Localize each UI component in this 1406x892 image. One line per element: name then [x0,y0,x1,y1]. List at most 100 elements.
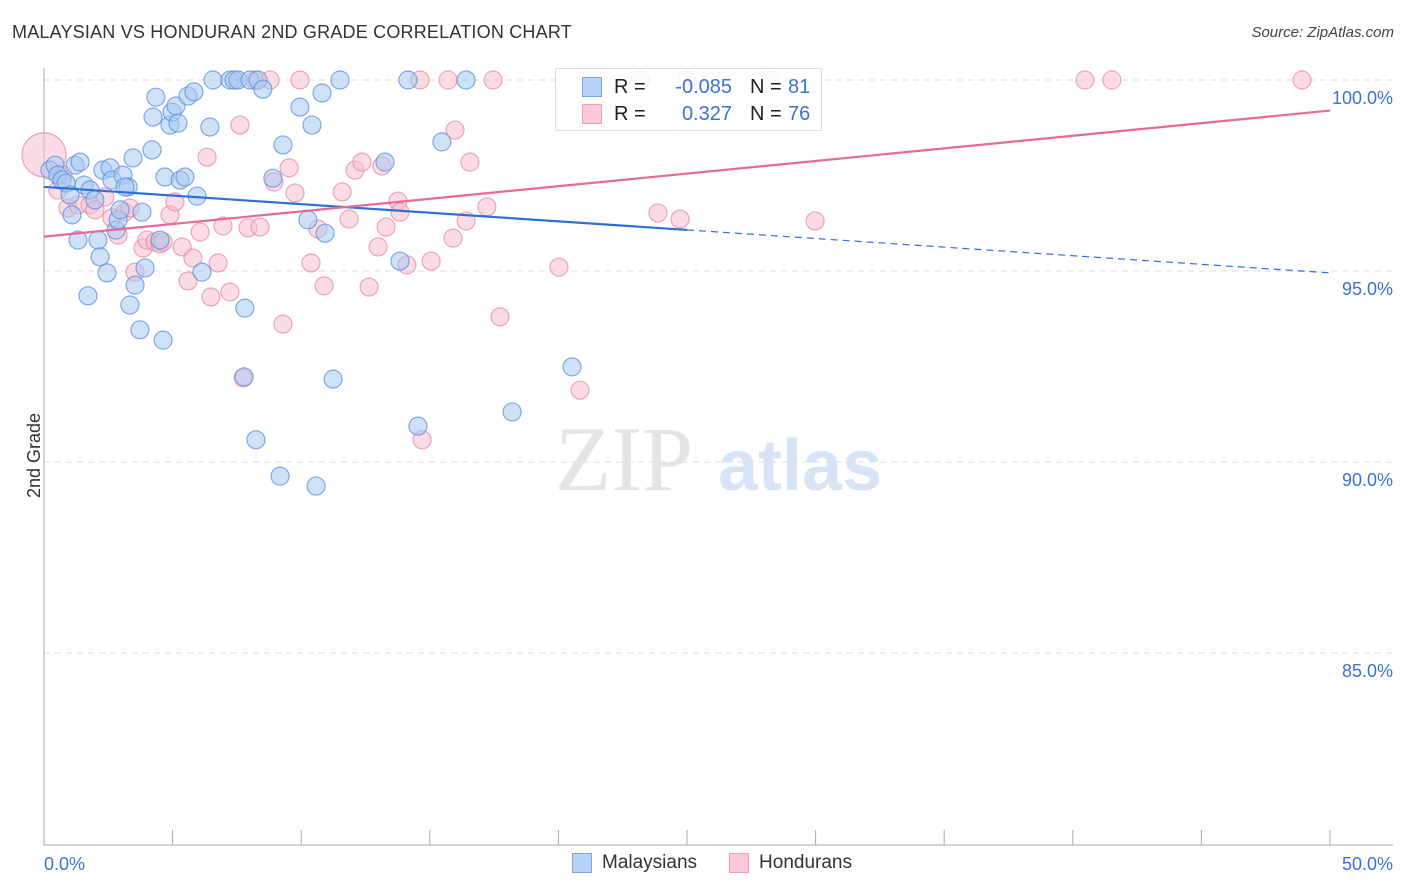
hondurans-point [230,115,250,135]
malaysians-point [390,251,410,271]
malaysians-point [562,357,582,377]
malaysians-point [146,87,166,107]
malaysians-point [270,466,290,486]
hondurans-point [165,192,185,212]
hondurans-point [314,276,334,296]
malaysians-point [68,230,88,250]
malaysians-point [135,258,155,278]
y-tick-label: 100.0% [1332,88,1393,108]
malaysians-point [142,140,162,160]
hondurans-point [443,228,463,248]
hondurans-point [421,251,441,271]
hondurans-point [648,203,668,223]
n-label: N = [750,75,782,98]
hondurans-point [190,222,210,242]
x-tick-label: 50.0% [1342,854,1393,874]
malaysians-trend-extension [686,229,1331,274]
hondurans-point [376,217,396,237]
malaysians-point [502,402,522,422]
malaysians-point [246,430,266,450]
malaysians-point [184,82,204,102]
malaysians-point [398,70,418,90]
malaysians-point [200,117,220,137]
hondurans-point [477,197,497,217]
malaysians-point [125,275,145,295]
malaysians-point [323,369,343,389]
r-label: R = [614,102,646,125]
malaysians-point [273,135,293,155]
malaysians-point [120,295,140,315]
hondurans-point [197,147,217,167]
malaysians-point [408,416,428,436]
malaysians-point [123,148,143,168]
hondurans-point [213,216,233,236]
malaysians-point [60,185,80,205]
hondurans-point [460,152,480,172]
hondurans-point [220,282,240,302]
x-tick-label: 0.0% [44,854,85,874]
hondurans-point [1075,70,1095,90]
malaysians-point [306,476,326,496]
hondurans-point [1292,70,1312,90]
watermark-atlas: atlas [718,426,882,506]
malaysians-point [263,168,283,188]
hondurans-point [352,152,372,172]
malaysians-point [290,97,310,117]
hondurans-point [279,158,299,178]
malaysians-point [110,200,130,220]
legend-row-malaysians: R = -0.085 N = 81 [582,75,846,99]
n-label: N = [750,102,782,125]
hondurans-point [438,70,458,90]
chart-title: MALAYSIAN VS HONDURAN 2ND GRADE CORRELAT… [12,22,572,42]
malaysians-point [88,230,108,250]
hondurans-swatch [582,104,602,124]
malaysians-swatch [582,77,602,97]
hondurans-point [670,209,690,229]
malaysians-point [456,70,476,90]
r-value: -0.085 [675,75,732,98]
hondurans-point [183,248,203,268]
n-value: 81 [788,75,811,98]
hondurans-point [301,253,321,273]
hondurans-point [273,314,293,334]
malaysians-point [62,205,82,225]
hondurans-point [445,120,465,140]
malaysians-point [97,263,117,283]
hondurans-point [570,380,590,400]
malaysians-point [315,223,335,243]
legend-row-hondurans: R = 0.327 N = 76 [582,102,846,126]
hondurans-point [368,237,388,257]
y-tick-label: 90.0% [1342,470,1393,490]
hondurans-point [1102,70,1122,90]
hondurans-point [250,217,270,237]
malaysians-point [302,115,322,135]
hondurans-point [208,253,228,273]
malaysians-point [130,320,150,340]
legend-malaysians: Malaysians [602,852,698,873]
r-label: R = [614,75,646,98]
hondurans-trend-line [43,109,1331,238]
hondurans-point [201,287,221,307]
legend-hondurans: Hondurans [759,852,852,873]
malaysians-trend-line [43,185,688,232]
malaysians-point [298,210,318,230]
hondurans-point [285,183,305,203]
malaysians-point [312,83,332,103]
correlation-legend: R = -0.085 N = 81 R = 0.327 N = 76 [555,68,822,131]
hondurans-point [332,182,352,202]
r-value: 0.327 [681,102,732,125]
source-credit: Source: ZipAtlas.com [1251,24,1394,41]
malaysians-point [168,113,188,133]
hondurans-point [490,307,510,327]
malaysians-point [192,262,212,282]
malaysians-point [253,79,273,99]
malaysians-point [85,190,105,210]
series-legend: Malaysians Hondurans [572,852,852,874]
watermark-zip: ZIP [555,408,693,510]
malaysians-point [70,152,90,172]
y-tick-label: 95.0% [1342,279,1393,299]
y-tick-label: 85.0% [1342,661,1393,681]
malaysians-point [432,132,452,152]
hondurans-point [483,70,503,90]
